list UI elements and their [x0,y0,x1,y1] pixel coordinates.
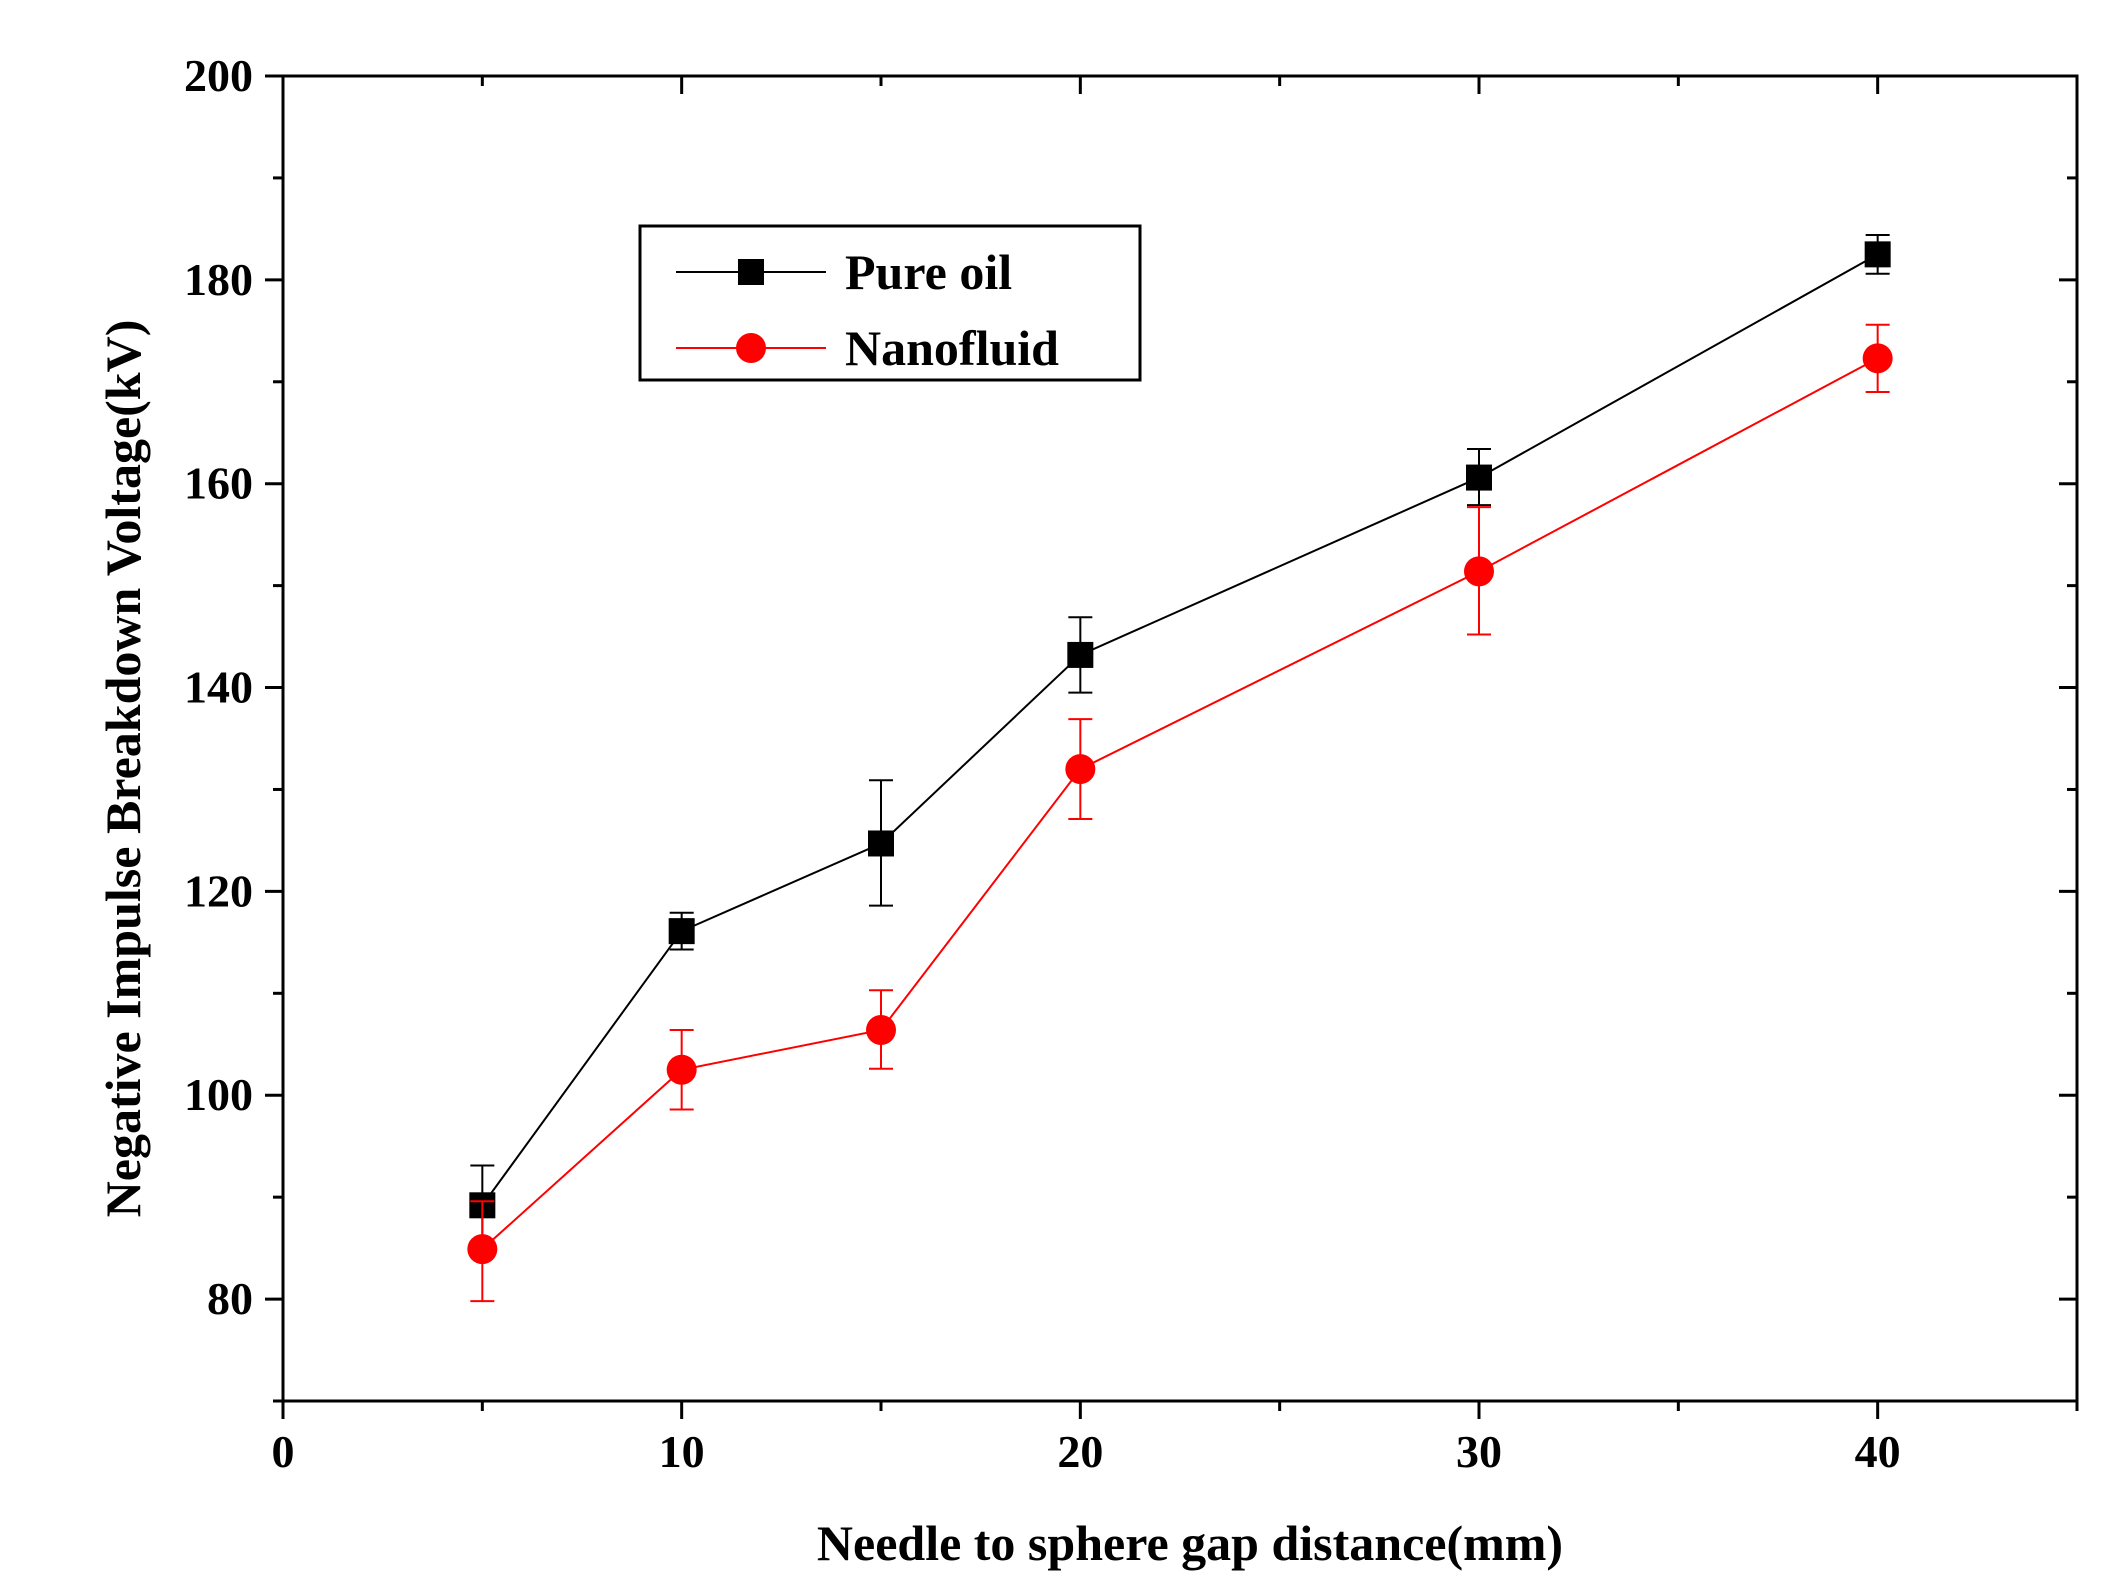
legend-label-pure-oil: Pure oil [845,244,1012,300]
x-axis-title: Needle to sphere gap distance(mm) [817,1515,1563,1571]
y-tick-label: 80 [207,1273,253,1324]
plot-frame [281,74,2079,1403]
series-nanofluid [467,323,1893,1303]
y-tick-label: 120 [184,865,253,916]
data-point-square [1864,241,1891,268]
legend: Pure oil Nanofluid [638,224,1142,382]
data-point-circle [1065,754,1096,785]
data-point-square [668,918,695,945]
data-point-square [1067,641,1094,668]
legend-box [638,224,1142,382]
y-tick-label: 180 [184,254,253,305]
axis-ticks [265,74,2079,1419]
y-tick-labels: 80 100 120 140 160 180 200 [184,50,253,1324]
data-point-circle [1862,343,1893,374]
data-point-circle [467,1234,498,1265]
series-pure-oil [469,234,1891,1247]
x-tick-label: 0 [272,1426,295,1477]
x-tick-label: 40 [1855,1426,1901,1477]
y-axis-title: Negative Impulse Breakdown Voltage(kV) [95,320,151,1218]
data-point-square [868,830,894,857]
x-tick-label: 20 [1057,1426,1103,1477]
data-point-circle [1464,556,1494,587]
data-point-circle [866,1015,896,1045]
data-point-circle [666,1054,697,1085]
legend-square-marker-icon [738,259,764,285]
data-point-square [1466,464,1492,491]
series-line-nanofluid [481,357,1879,1250]
y-tick-label: 140 [184,662,253,713]
y-tick-label: 160 [184,458,253,509]
x-tick-labels: 0 10 20 30 40 [272,1426,1901,1477]
x-tick-label: 10 [659,1426,705,1477]
x-tick-label: 30 [1456,1426,1502,1477]
series-layer [467,234,1893,1303]
y-tick-label: 100 [184,1069,253,1120]
legend-label-nanofluid: Nanofluid [845,320,1059,376]
y-tick-label: 200 [184,50,253,101]
legend-circle-marker-icon [736,333,766,363]
series-line-pure-oil [481,253,1879,1206]
